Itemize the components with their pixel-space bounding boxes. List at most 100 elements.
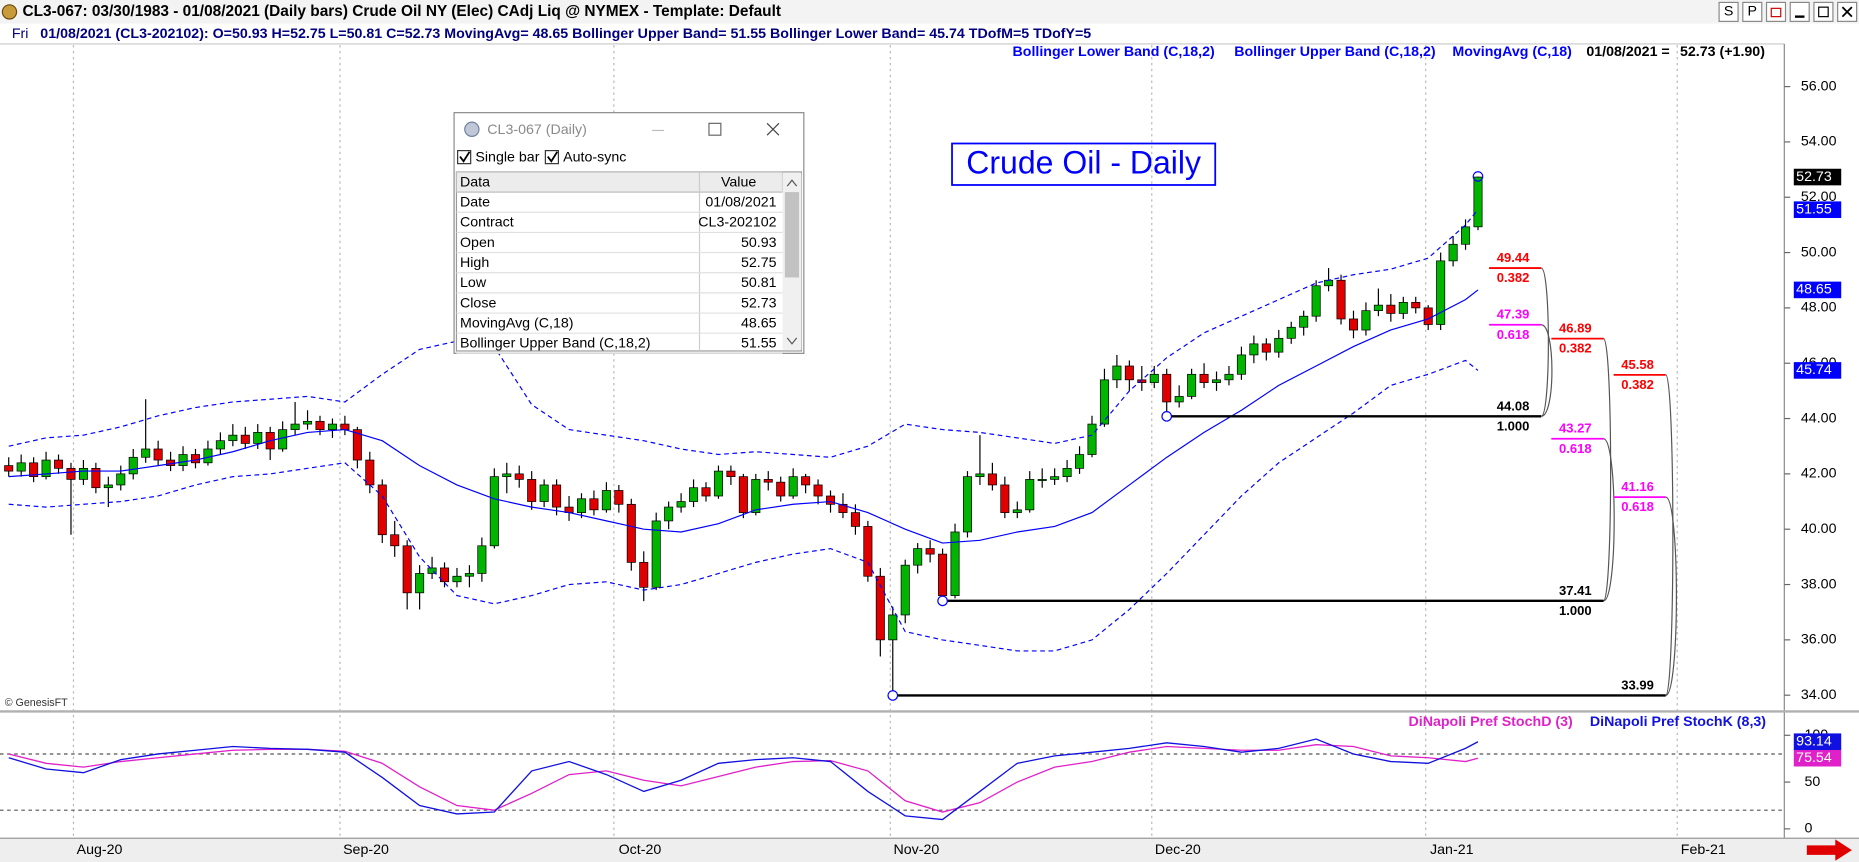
dw-cell: High: [460, 255, 489, 271]
candle-body: [153, 448, 163, 461]
series-value-box: [1793, 201, 1842, 218]
dw-scroll-up[interactable]: [786, 179, 798, 187]
fib-level-ratio: 0.618: [1559, 441, 1592, 456]
candle-body: [452, 575, 462, 583]
candle-body: [1324, 279, 1334, 287]
dw-scroll-thumb[interactable]: [784, 192, 800, 278]
dw-maximize[interactable]: [708, 122, 722, 136]
y-tick-label: 42.00: [1801, 466, 1837, 482]
candle-body: [440, 567, 450, 583]
x-tick-label: Jan-21: [1430, 842, 1474, 858]
candle-body: [502, 473, 512, 478]
candle-body: [315, 420, 325, 430]
legend-date: 01/08/2021 =: [1586, 44, 1669, 60]
candle-body: [1336, 279, 1346, 320]
fib-anchor: [937, 595, 948, 607]
candle-body: [489, 476, 499, 547]
dw-close[interactable]: [766, 122, 780, 136]
y-tick-label: 52.00: [1801, 189, 1837, 205]
candle-body: [1373, 304, 1383, 312]
indicator-line: [8, 359, 1479, 652]
legend-entry: MovingAvg (C,18): [1452, 44, 1572, 60]
candle-body: [713, 470, 723, 497]
series-value-label: 51.55: [1796, 201, 1832, 217]
y-tick-label: 50: [1804, 774, 1820, 790]
dw-cell: Low: [460, 275, 487, 291]
checkbox-label[interactable]: Single bar: [475, 149, 539, 165]
checkbox-label[interactable]: Auto-sync: [563, 149, 626, 165]
title-box: [951, 142, 1217, 186]
minimize-button[interactable]: [1789, 1, 1810, 22]
checkbox-check: [459, 151, 471, 163]
scroll-arrow[interactable]: [1806, 839, 1852, 861]
fib-level-ratio: 0.618: [1621, 499, 1654, 514]
dw-cell: 50.81: [741, 275, 777, 291]
candle-body: [103, 484, 113, 489]
candle-body: [228, 434, 238, 442]
candle-body: [813, 484, 823, 497]
fib-base-label: 37.41: [1559, 583, 1592, 598]
candle-body: [689, 487, 699, 502]
fib-level-ratio: 0.382: [1497, 270, 1530, 285]
candle-body: [751, 479, 761, 513]
y-tick-label: 36.00: [1801, 632, 1837, 648]
fib-anchor: [887, 690, 899, 701]
candle-body: [1025, 479, 1035, 511]
candle-body: [1199, 373, 1209, 383]
close-value-box: [1793, 168, 1842, 186]
dw-cell: CL3-202102: [698, 215, 776, 231]
candle-body: [203, 448, 213, 464]
candle-body: [4, 465, 14, 472]
candle-body: [1187, 373, 1197, 397]
candle-body: [1274, 337, 1284, 353]
series-value-label: 48.65: [1796, 282, 1832, 298]
dw-scroll-down[interactable]: [786, 337, 798, 345]
toolbar-button-label[interactable]: S: [1724, 4, 1733, 20]
candle-body: [1236, 354, 1246, 375]
y-tick-label: 40.00: [1801, 521, 1837, 537]
data-window: CL3-067 (Daily) Single bar Auto-sync Data Va…: [453, 112, 805, 354]
candle-body: [1037, 479, 1047, 481]
legend-entry: Bollinger Lower Band (C,18,2): [1012, 44, 1215, 60]
candle-body: [1461, 226, 1471, 245]
dw-col-header: Value: [721, 174, 756, 190]
candle-body: [1311, 285, 1321, 317]
candle-body: [1000, 484, 1010, 513]
x-axis-bar: [0, 838, 1859, 862]
candle-body: [365, 459, 375, 486]
fib-bracket: [1540, 324, 1553, 417]
dw-cell: 51.55: [741, 336, 777, 352]
maximize-button[interactable]: [1813, 1, 1834, 22]
fib-level-label: 49.44: [1497, 250, 1530, 265]
fib-level-ratio: 0.618: [1497, 327, 1530, 342]
candle-body: [91, 467, 101, 489]
series-value-label: 45.74: [1796, 362, 1832, 378]
fib-base-label: 44.08: [1497, 398, 1530, 413]
fib-level-label: 46.89: [1559, 321, 1592, 336]
candle-body: [838, 503, 848, 513]
candle-body: [352, 429, 362, 461]
candle-body: [726, 470, 736, 478]
candle-body: [888, 614, 898, 641]
y-tick-label: 48.00: [1801, 300, 1837, 316]
close-value-label: 52.73: [1796, 169, 1832, 185]
dw-col-header: Data: [460, 174, 490, 190]
toolbar-button-label[interactable]: P: [1748, 4, 1757, 20]
dw-cell: 52.73: [741, 295, 777, 311]
indicator-line: [8, 289, 1479, 544]
candle-body: [975, 473, 985, 478]
legend-entry: DiNapoli Pref StochD (3): [1408, 714, 1573, 730]
candle-body: [576, 498, 586, 513]
fib-bracket: [1665, 374, 1674, 697]
candle-body: [826, 495, 836, 505]
candle-body: [464, 573, 474, 577]
candle-body: [1249, 343, 1259, 356]
toolbar-button[interactable]: [1742, 1, 1763, 22]
candle-body: [377, 484, 387, 536]
toolbar-button[interactable]: [1718, 1, 1739, 22]
restore-button[interactable]: [1765, 1, 1787, 22]
dw-titlebar: [455, 113, 803, 146]
dw-cell: 48.65: [741, 315, 777, 331]
stoch-line: [8, 738, 1479, 821]
